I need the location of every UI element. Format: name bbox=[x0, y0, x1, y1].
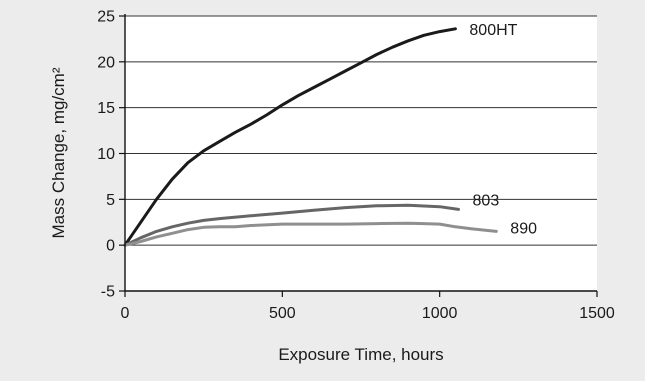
y-axis-title: Mass Change, mg/cm² bbox=[49, 67, 68, 238]
y-tick-label-20: 20 bbox=[97, 54, 115, 71]
series-line-890 bbox=[123, 221, 498, 247]
series-label-803: 803 bbox=[473, 192, 500, 209]
series-line-803 bbox=[123, 203, 460, 247]
series-line-800ht bbox=[123, 27, 457, 247]
y-tick-label--5: -5 bbox=[101, 284, 115, 301]
y-tick-label-10: 10 bbox=[97, 146, 115, 163]
tick-labels: -5 0 5 10 15 20 25 0 500 1000 1500 bbox=[97, 9, 615, 323]
x-axis-title: Exposure Time, hours bbox=[278, 345, 443, 364]
x-tick-label-0: 0 bbox=[121, 305, 130, 322]
series-label-800ht: 800HT bbox=[469, 22, 517, 39]
y-tick-label-15: 15 bbox=[97, 100, 115, 117]
series-label-890: 890 bbox=[510, 220, 537, 237]
x-tick-label-1000: 1000 bbox=[422, 305, 458, 322]
y-tick-label-25: 25 bbox=[97, 9, 115, 26]
x-tick-label-500: 500 bbox=[269, 305, 296, 322]
axes bbox=[119, 14, 598, 297]
y-tick-label-5: 5 bbox=[106, 192, 115, 209]
series-layer: 800HT 803 890 bbox=[123, 22, 537, 247]
y-tick-label-0: 0 bbox=[106, 238, 115, 255]
x-tick-label-1500: 1500 bbox=[579, 305, 615, 322]
